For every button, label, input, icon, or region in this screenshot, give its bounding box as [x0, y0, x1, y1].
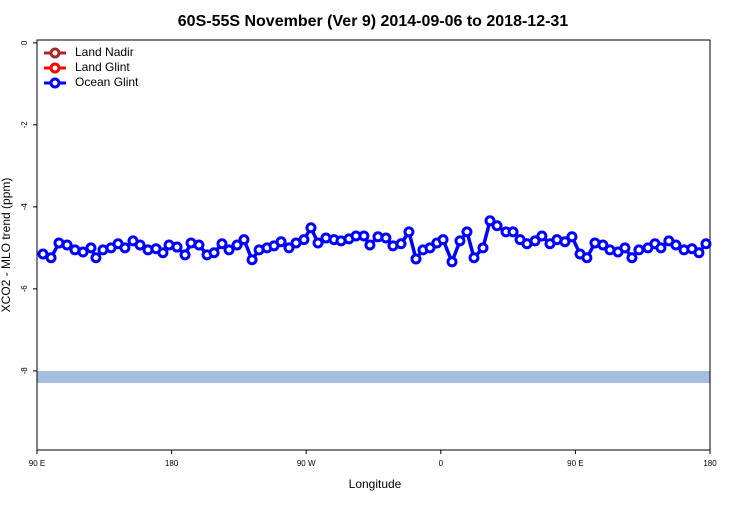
point: [231, 239, 243, 251]
y-tick-label: 0: [20, 40, 29, 45]
point: [454, 235, 466, 247]
point: [283, 242, 295, 254]
point: [193, 239, 205, 251]
x-tick-label: 90 E: [29, 459, 45, 468]
point: [700, 238, 712, 250]
point: [477, 242, 489, 254]
point: [566, 231, 578, 243]
point: [484, 215, 496, 227]
y-tick-label: -2: [20, 121, 29, 129]
x-axis-label: Longitude: [349, 477, 402, 491]
point: [626, 252, 638, 264]
legend-label: Land Glint: [75, 60, 130, 74]
point: [529, 235, 541, 247]
point: [275, 236, 287, 248]
point: [305, 222, 317, 234]
point: [437, 234, 449, 246]
point: [85, 242, 97, 254]
y-tick-label: -6: [20, 285, 29, 293]
point: [171, 241, 183, 253]
point: [119, 242, 131, 254]
x-tick-label: 180: [165, 459, 179, 468]
point: [410, 253, 422, 265]
x-tick-label: 90 W: [297, 459, 316, 468]
x-tick-label: 0: [439, 459, 444, 468]
point: [461, 226, 473, 238]
point: [597, 239, 609, 251]
point: [298, 234, 310, 246]
point: [468, 252, 480, 264]
point: [403, 226, 415, 238]
point: [238, 234, 250, 246]
point: [61, 239, 73, 251]
point: [581, 252, 593, 264]
chart-title: 60S-55S November (Ver 9) 2014-09-06 to 2…: [178, 13, 569, 30]
x-tick-label: 90 E: [567, 459, 583, 468]
y-tick-label: -4: [20, 203, 29, 211]
point: [424, 242, 436, 254]
point: [45, 252, 57, 264]
point: [507, 226, 519, 238]
point: [134, 239, 146, 251]
legend-marker: [49, 47, 61, 59]
point: [619, 242, 631, 254]
point: [655, 242, 667, 254]
point: [670, 239, 682, 251]
x-tick-label: 180: [703, 459, 717, 468]
point: [633, 244, 645, 256]
point: [208, 247, 220, 259]
y-tick-label: -8: [20, 367, 29, 375]
legend-marker: [49, 77, 61, 89]
point: [90, 252, 102, 264]
point: [312, 237, 324, 249]
point: [179, 249, 191, 261]
legend-label: Land Nadir: [75, 45, 134, 59]
point: [157, 247, 169, 259]
legend-label: Ocean Glint: [75, 75, 139, 89]
legend-marker: [49, 62, 61, 74]
point: [246, 254, 258, 266]
point: [77, 246, 89, 258]
point: [223, 244, 235, 256]
point: [364, 239, 376, 251]
point: [395, 238, 407, 250]
point: [380, 232, 392, 244]
point: [446, 256, 458, 268]
point: [491, 220, 503, 232]
point: [536, 230, 548, 242]
y-axis-label: XCO2 - MLO trend (ppm): [0, 178, 13, 313]
point: [216, 238, 228, 250]
point: [559, 236, 571, 248]
point: [693, 247, 705, 259]
point: [358, 230, 370, 242]
